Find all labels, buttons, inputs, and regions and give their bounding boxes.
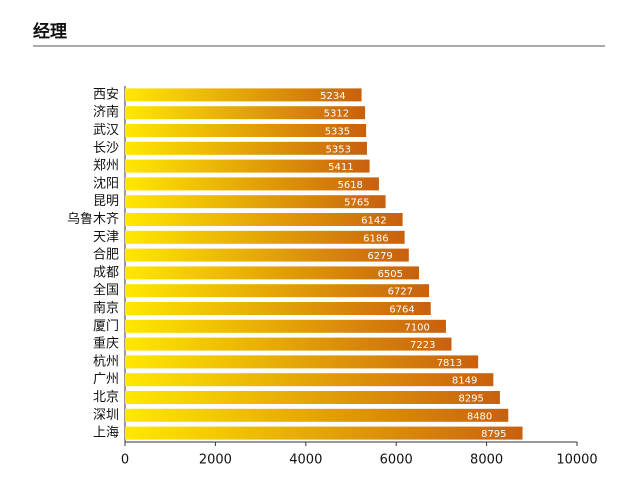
value-label: 5353 bbox=[326, 144, 351, 155]
y-tick-label: 沈阳 bbox=[93, 176, 119, 191]
y-tick-label: 武汉 bbox=[93, 123, 119, 138]
value-label: 5312 bbox=[324, 109, 349, 120]
bar bbox=[125, 408, 509, 422]
value-label: 7813 bbox=[437, 358, 462, 369]
value-label: 8795 bbox=[481, 429, 506, 440]
value-label: 8295 bbox=[458, 394, 483, 405]
y-tick-label: 重庆 bbox=[93, 336, 119, 352]
value-label: 6727 bbox=[388, 287, 413, 298]
x-tick-label: 0 bbox=[121, 453, 129, 468]
y-tick-label: 天津 bbox=[93, 230, 119, 245]
y-tick-label: 长沙 bbox=[93, 141, 119, 156]
value-label: 8149 bbox=[452, 376, 477, 387]
y-tick-label: 南京 bbox=[93, 300, 119, 316]
bar bbox=[125, 391, 500, 404]
bar bbox=[125, 355, 479, 369]
y-tick-label: 厦门 bbox=[93, 319, 119, 334]
x-tick-label: 4000 bbox=[289, 453, 322, 468]
y-tick-label: 郑州 bbox=[93, 159, 119, 174]
x-tick-label: 6000 bbox=[380, 453, 413, 468]
value-label: 7223 bbox=[410, 340, 435, 351]
value-label: 6186 bbox=[363, 233, 388, 244]
x-tick-label: 2000 bbox=[199, 453, 232, 468]
bar bbox=[125, 230, 405, 244]
y-tick-label: 全国 bbox=[93, 282, 119, 298]
bar bbox=[125, 373, 494, 387]
bar bbox=[125, 319, 446, 333]
value-label: 5234 bbox=[320, 91, 345, 102]
y-tick-label: 成都 bbox=[93, 265, 119, 280]
y-tick-label: 乌鲁木齐 bbox=[67, 211, 119, 227]
y-tick-label: 上海 bbox=[93, 426, 119, 441]
bar bbox=[125, 106, 366, 120]
value-label: 5335 bbox=[325, 127, 350, 138]
y-tick-label: 昆明 bbox=[93, 194, 119, 209]
value-label: 6142 bbox=[361, 216, 386, 227]
bar bbox=[125, 248, 409, 262]
y-tick-label: 合肥 bbox=[93, 248, 119, 263]
value-label: 5765 bbox=[344, 198, 369, 209]
value-label: 6764 bbox=[389, 305, 414, 316]
bar bbox=[125, 266, 420, 280]
value-label: 5411 bbox=[328, 162, 353, 173]
bar bbox=[125, 302, 431, 315]
bar bbox=[125, 195, 386, 209]
bar bbox=[125, 159, 370, 173]
y-tick-label: 深圳 bbox=[93, 408, 119, 423]
bar bbox=[125, 141, 367, 155]
bar bbox=[125, 124, 367, 137]
bar bbox=[125, 284, 430, 298]
chart-title: 经理 bbox=[33, 21, 67, 42]
value-label: 6505 bbox=[378, 269, 403, 280]
y-tick-label: 杭州 bbox=[93, 354, 119, 369]
y-tick-label: 北京 bbox=[93, 390, 119, 405]
y-tick-label: 广州 bbox=[93, 372, 119, 387]
value-label: 7100 bbox=[404, 322, 429, 333]
bar bbox=[125, 177, 379, 191]
y-tick-label: 西安 bbox=[93, 87, 119, 102]
value-label: 8480 bbox=[467, 411, 492, 422]
value-label: 6279 bbox=[367, 251, 392, 262]
bar bbox=[125, 426, 523, 440]
bar bbox=[125, 213, 403, 226]
value-label: 5618 bbox=[337, 180, 362, 191]
x-tick-label: 8000 bbox=[470, 453, 503, 468]
bar bbox=[125, 337, 452, 351]
y-tick-label: 济南 bbox=[93, 104, 119, 120]
x-tick-label: 10000 bbox=[556, 453, 597, 468]
bar bbox=[125, 88, 362, 102]
